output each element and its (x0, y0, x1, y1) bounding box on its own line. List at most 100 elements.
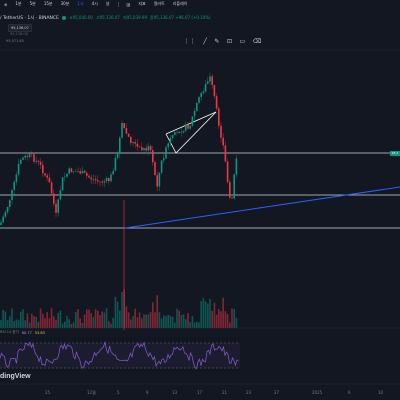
rsi-ma-value: 53.83 (34, 330, 45, 335)
lock-icon[interactable]: ⊡ (226, 37, 232, 45)
candle (66, 173, 68, 177)
alert-button[interactable]: 얼러트 (153, 1, 165, 6)
candle (121, 122, 123, 138)
time-axis[interactable]: 25 12월 5 9 13 17 21 23 27 2025 6 10 (0, 384, 400, 400)
volume-bar (17, 320, 20, 328)
candle (42, 164, 44, 174)
candle (160, 160, 163, 173)
candle (53, 193, 55, 204)
candle (86, 172, 88, 176)
volume-bar (83, 314, 86, 328)
volume-bar (20, 311, 22, 328)
candle (83, 170, 86, 173)
candle (26, 155, 29, 157)
candle (55, 203, 57, 213)
volume-bar (233, 308, 235, 328)
volume-bar (213, 302, 216, 328)
candle (50, 182, 53, 194)
volume-bar (70, 323, 73, 328)
candle (147, 146, 150, 151)
volume-bar (147, 314, 150, 328)
rsi-line (0, 341, 239, 370)
volume-bar (215, 314, 218, 328)
market-status-icon (61, 15, 66, 20)
volume-bar (143, 314, 145, 328)
volume-bar (103, 312, 106, 328)
candle (154, 162, 156, 176)
candle-type-icon[interactable]: ▥ (126, 1, 131, 7)
volume-bar (193, 322, 196, 328)
volume-bar (55, 319, 57, 328)
volume-bar (196, 321, 198, 328)
volume-bar (226, 313, 229, 328)
volume-bar (229, 322, 231, 328)
candle (176, 131, 178, 133)
volume-bar (182, 314, 185, 328)
volume-bar (134, 308, 136, 328)
add-symbol-icon[interactable]: ⊕ (4, 1, 8, 7)
trendline-icon[interactable]: ╱ (203, 37, 207, 45)
volume-bar (141, 318, 143, 328)
volume-bar (39, 308, 42, 328)
volume-bar (220, 311, 222, 328)
candle (229, 181, 231, 198)
volume-bar (116, 301, 119, 328)
candle (180, 132, 183, 134)
timeframe-1d[interactable]: 날 (105, 1, 110, 6)
volume-bar (64, 321, 66, 328)
volume-bar (86, 309, 88, 328)
candle (64, 176, 66, 178)
timeframe-1m[interactable]: 1분 (15, 1, 22, 6)
candle (44, 173, 46, 176)
volume-bar (61, 323, 64, 328)
brush-icon[interactable]: ✎ (214, 37, 220, 45)
symbol-name[interactable]: / TetherUS · 1시 · BINANCE (0, 15, 59, 21)
candle (130, 136, 132, 143)
trash-icon[interactable]: ⌫ (252, 37, 262, 45)
volume-bar (149, 311, 152, 328)
rsi-title: RSI 14 종가 (0, 330, 19, 334)
candle (28, 153, 31, 157)
candle (202, 91, 205, 94)
candle (143, 148, 145, 151)
indicators-button[interactable]: 지표 (138, 1, 146, 6)
time-axis-tick: 13 (172, 390, 178, 395)
candle (125, 128, 128, 134)
volume-bar (121, 292, 123, 328)
volume-bar (123, 289, 125, 328)
time-axis-tick: 6 (348, 390, 351, 395)
volume-bar (191, 316, 194, 328)
ohlc-high: 고95,136.07 (95, 14, 120, 20)
cursor-icon[interactable]: ⋮⋮ (183, 37, 196, 45)
candle (37, 160, 40, 162)
volume-bar (218, 309, 220, 328)
time-axis-tick: 12월 (87, 390, 96, 395)
timeframe-15m[interactable]: 15분 (43, 1, 53, 6)
timeframe-4h[interactable]: 4시 (91, 1, 98, 6)
candle (185, 124, 187, 131)
timeframe-30m[interactable]: 30분 (60, 1, 70, 6)
time-axis-tick: 5 (117, 390, 120, 395)
volume-bar (2, 309, 4, 328)
hide-icon[interactable]: ▭ (239, 37, 246, 45)
volume-bar (24, 320, 26, 328)
sell-price-button[interactable]: 95,136.07 (8, 24, 32, 32)
volume-bar (50, 308, 53, 328)
candle (24, 155, 26, 158)
candle (141, 147, 143, 151)
top-toolbar: ⊕ 1분 5분 15분 30분 1시 4시 날 ▥ 지표 얼러트 리플레이 (0, 0, 400, 8)
timeframe-5m[interactable]: 5분 (29, 1, 36, 6)
volume-bar (204, 301, 207, 328)
buy-price-button[interactable]: 95,136.08 (10, 32, 28, 36)
volume-bar (176, 308, 178, 328)
candle (81, 170, 84, 174)
candle (92, 179, 95, 180)
volume-bar (145, 314, 147, 328)
candle (9, 200, 11, 207)
volume-bar (235, 317, 238, 328)
volume-bar (108, 321, 110, 328)
replay-button[interactable]: 리플레이 (172, 1, 188, 6)
timeframe-1h[interactable]: 1시 (77, 1, 84, 6)
candle (15, 174, 18, 182)
